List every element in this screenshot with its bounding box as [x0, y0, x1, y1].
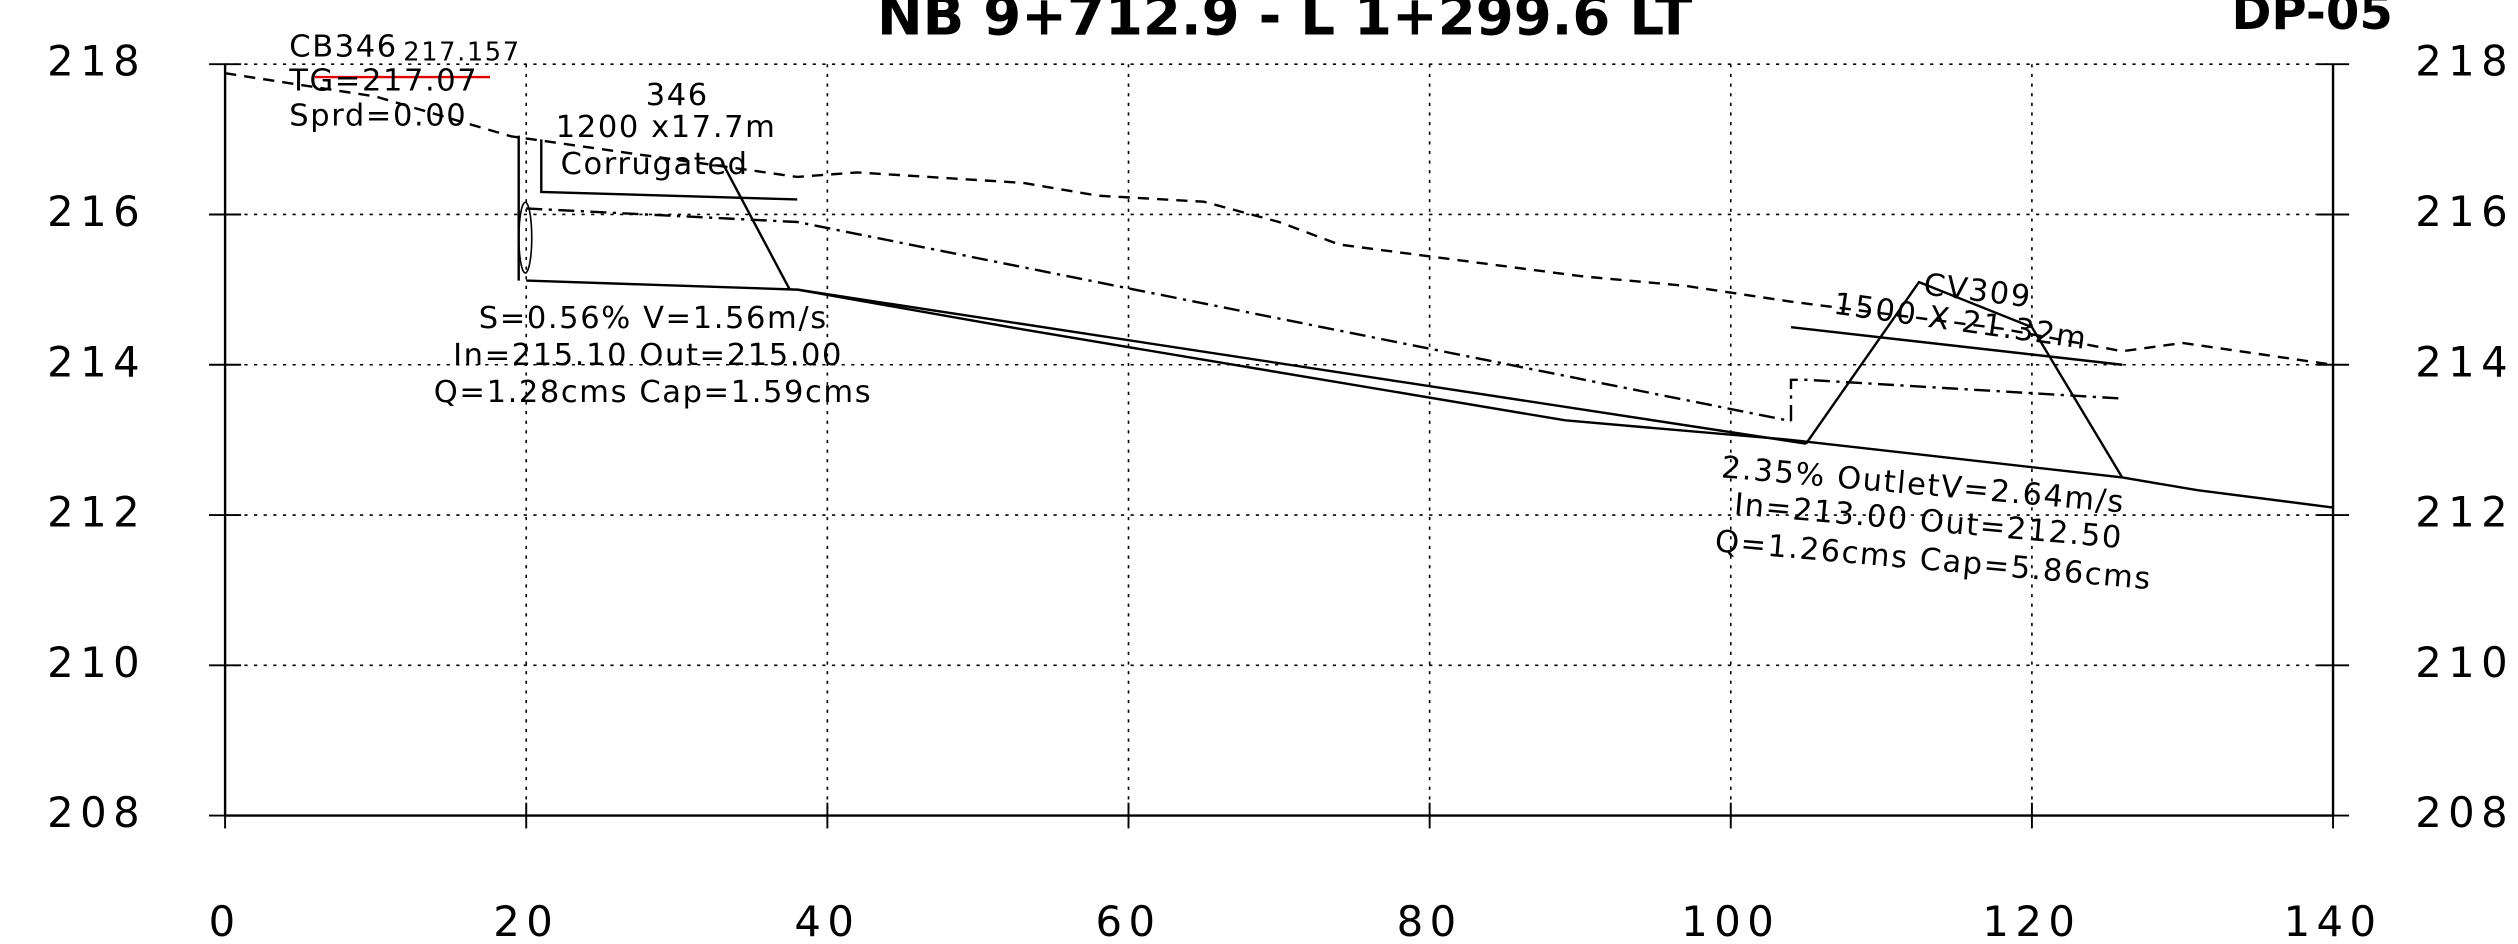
annotation: 1200 x17.7m [556, 110, 777, 145]
y-tick-label: 208 [47, 788, 146, 837]
x-tick-label: 140 [2284, 897, 2383, 944]
annotation: In=215.10 Out=215.00 [453, 338, 843, 373]
profile-line [1789, 378, 2123, 422]
profile-line [224, 72, 2334, 366]
y2-tick-label: 210 [2415, 638, 2514, 687]
x-tick-label: 100 [1681, 897, 1780, 944]
y-tick-label: 210 [47, 638, 146, 687]
x-tick-label: 40 [794, 897, 860, 944]
y2-tick-label: 216 [2415, 187, 2514, 236]
annotation: Corrugated [561, 147, 749, 182]
profile-line [720, 161, 791, 291]
y-tick-label: 212 [47, 488, 146, 537]
annotation: 346 [646, 78, 709, 113]
y2-tick-label: 218 [2415, 37, 2514, 86]
x-tick-label: 80 [1397, 897, 1463, 944]
profile-line [526, 207, 1792, 423]
annotation: CB346 [289, 30, 397, 65]
annotation: Q=1.28cms Cap=1.59cms [434, 375, 872, 410]
y2-tick-label: 212 [2415, 488, 2514, 537]
sheet-id: DP-05 [2231, 0, 2392, 41]
annotation: S=0.56% V=1.56m/s [479, 301, 828, 336]
profile-line [540, 139, 798, 201]
profile-line [797, 288, 2334, 509]
y-tick-label: 218 [47, 37, 146, 86]
profile-line [1805, 280, 2124, 479]
x-tick-label: 60 [1096, 897, 1162, 944]
chart-title: NB 9+712.9 - L 1+299.6 LT [877, 0, 1692, 47]
profile-line [1790, 325, 2123, 366]
y2-tick-label: 214 [2415, 337, 2514, 386]
y2-tick-label: 208 [2415, 788, 2514, 837]
x-tick-label: 20 [493, 897, 559, 944]
structure-symbol [518, 201, 533, 274]
x-tick-label: 0 [209, 897, 242, 944]
y-tick-label: 214 [47, 337, 146, 386]
x-tick-label: 120 [1982, 897, 2081, 944]
y-tick-label: 216 [47, 187, 146, 236]
annotation: TG=217.07 [288, 63, 478, 98]
annotation: 217.157 [403, 37, 520, 67]
annotation: Sprd=0.00 [289, 99, 467, 134]
